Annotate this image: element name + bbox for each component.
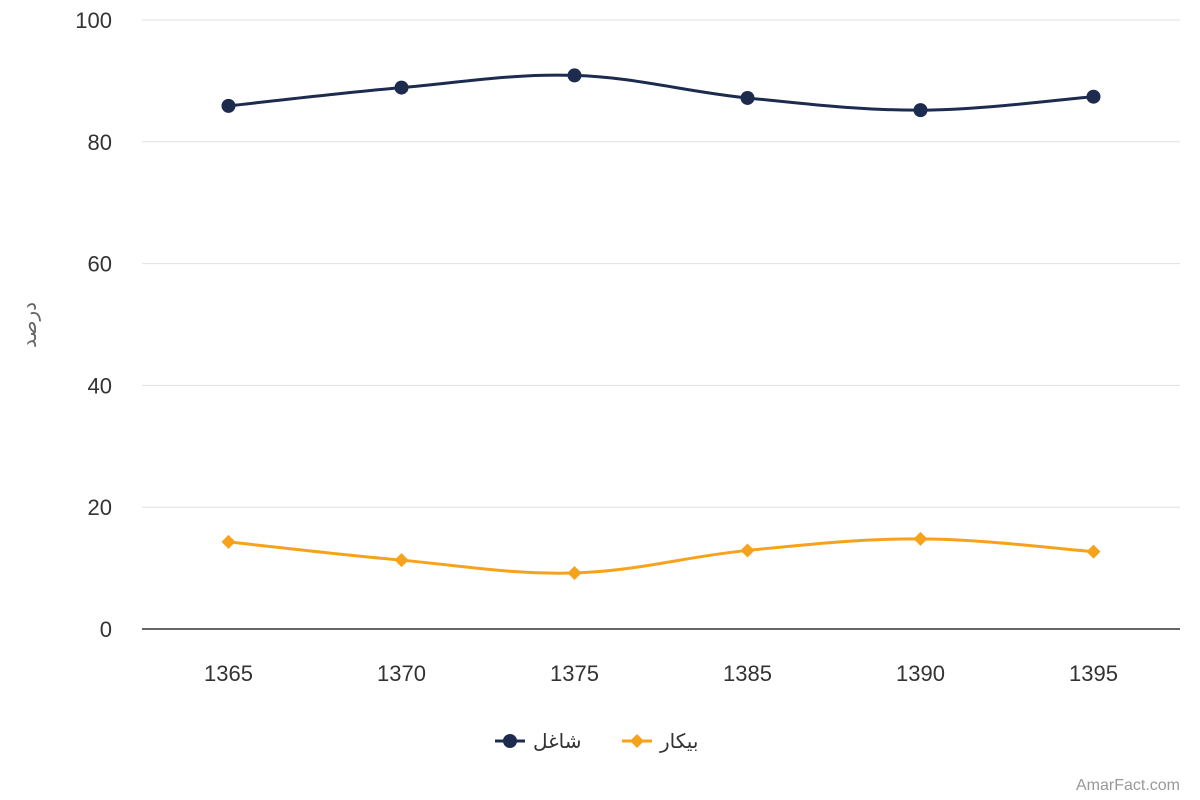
x-tick-label: 1370: [377, 661, 426, 686]
series-markers: [221, 68, 1101, 580]
y-tick-label: 20: [88, 495, 112, 520]
data-point-series-1: [740, 90, 755, 105]
data-point-series-2: [221, 534, 236, 549]
credit-watermark: AmarFact.com: [1076, 777, 1180, 794]
legend-marker-series-1: [503, 734, 517, 748]
data-point-series-1: [394, 80, 409, 95]
y-tick-label: 80: [88, 130, 112, 155]
series-lines: [228, 73, 1094, 575]
x-tick-label: 1365: [204, 661, 253, 686]
y-tick-label: 40: [88, 373, 112, 398]
series-line-1: [228, 73, 1094, 112]
x-tick-label: 1375: [550, 661, 599, 686]
series-line-2: [228, 537, 1094, 575]
legend-label-series-2: بیکار: [659, 729, 698, 753]
y-tick-label: 0: [100, 617, 112, 642]
data-point-series-2: [740, 543, 755, 558]
data-point-series-2: [1086, 544, 1101, 559]
data-point-series-2: [567, 565, 582, 580]
x-tick-label: 1390: [896, 661, 945, 686]
x-tick-label: 1385: [723, 661, 772, 686]
y-tick-label: 100: [75, 8, 112, 33]
y-axis-title: درصد: [17, 302, 41, 348]
axes: 0 20 40 60 80 100 1365 1370 1375 1385 1390 1395: [75, 8, 1180, 686]
legend-marker-series-2: [630, 734, 644, 748]
x-tick-label: 1395: [1069, 661, 1118, 686]
legend: شاغل بیکار: [495, 729, 698, 753]
y-tick-label: 60: [88, 252, 112, 277]
data-point-series-1: [913, 103, 928, 118]
data-point-series-2: [394, 553, 409, 568]
data-point-series-1: [567, 68, 582, 83]
data-point-series-1: [221, 98, 236, 113]
legend-label-series-1: شاغل: [533, 729, 581, 753]
gridlines: [142, 19, 1180, 508]
data-point-series-2: [913, 531, 928, 546]
data-point-series-1: [1086, 89, 1101, 104]
